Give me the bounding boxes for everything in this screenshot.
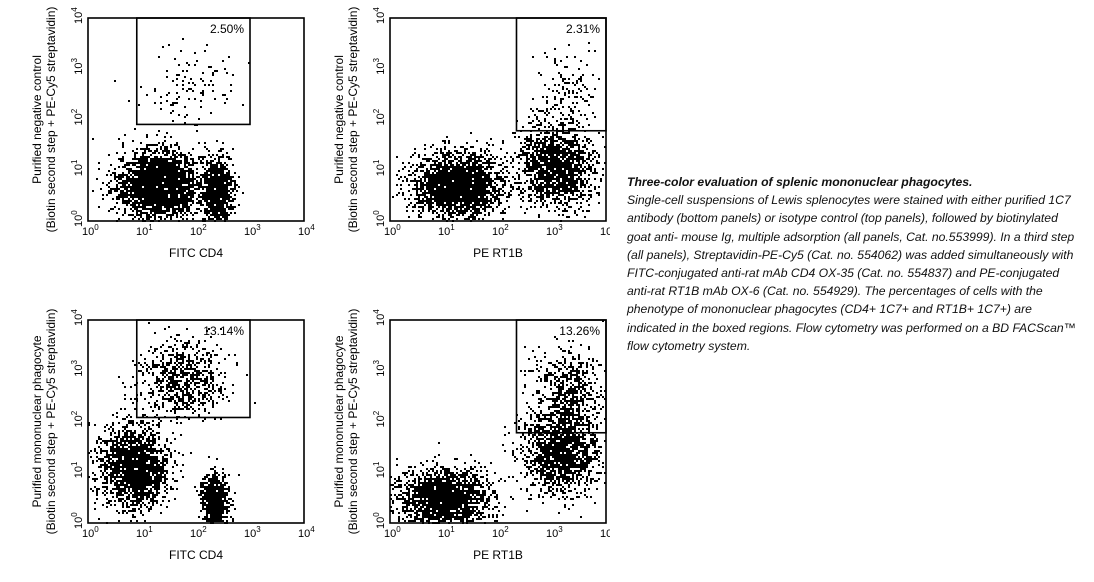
events-bottom-left <box>88 322 256 524</box>
gate-box-bottom-left <box>135 319 251 419</box>
event-dots-bottom-left <box>88 322 256 524</box>
y-tick-label: 103 <box>372 360 387 377</box>
y-tick-label: 101 <box>70 461 85 478</box>
x-axis-label: PE RT1B <box>473 548 523 562</box>
y-axis-label-line1: Purified negative control <box>30 55 44 184</box>
x-tick-label: 102 <box>492 525 509 540</box>
x-tick-label: 102 <box>492 223 509 238</box>
y-tick-label: 100 <box>372 512 387 529</box>
y-tick-label: 100 <box>372 210 387 227</box>
x-tick-label: 102 <box>190 525 207 540</box>
events-top-left <box>92 38 250 222</box>
gate-percent-label: 2.50% <box>210 22 244 36</box>
event-dots-top-left <box>92 38 250 222</box>
y-tick-label: 102 <box>70 410 85 427</box>
x-axis-label: FITC CD4 <box>169 246 223 260</box>
dot-plot-bottom-right: 13.26% 100 101 102 103 104 100 101 102 103 104 PE R… <box>332 309 617 562</box>
x-tick-label: 101 <box>136 525 153 540</box>
dot-plot-top-left: 2.50% 100 101 102 103 104 100 101 102 103 104 FITC … <box>30 7 315 260</box>
x-tick-label: 104 <box>298 223 315 238</box>
x-tick-label: 103 <box>546 223 563 238</box>
x-tick-label: 100 <box>82 525 99 540</box>
x-tick-label: 103 <box>244 223 261 238</box>
caption-body: Single-cell suspensions of Lewis splenoc… <box>627 193 1076 353</box>
figure-caption: Three-color evaluation of splenic mononu… <box>627 173 1077 355</box>
x-tick-label: 100 <box>384 223 401 238</box>
y-tick-label: 101 <box>70 159 85 176</box>
figure-area: 2.50% 100 101 102 103 104 100 101 102 103 104 FITC … <box>30 7 617 562</box>
gate-percent-label: 13.14% <box>203 324 244 338</box>
y-axis-label-line2: (Biotin second step + PE-Cy5 streptavidi… <box>346 7 360 233</box>
y-axis-label-line2: (Biotin second step + PE-Cy5 streptavidi… <box>346 309 360 535</box>
x-tick-label: 101 <box>438 525 455 540</box>
y-tick-label: 102 <box>70 108 85 125</box>
event-dots-top-right <box>392 42 606 222</box>
dot-plots-svg: 2.50% 100 101 102 103 104 100 101 102 103 104 FITC … <box>30 7 617 562</box>
y-tick-label: 104 <box>70 7 85 24</box>
gate-box-bottom-right <box>515 319 607 434</box>
y-axis-label-line1: Purified negative control <box>332 55 346 184</box>
y-tick-label: 104 <box>70 309 85 326</box>
caption-title: Three-color evaluation of splenic mononu… <box>627 175 973 189</box>
events-bottom-right <box>390 320 606 524</box>
x-tick-label: 100 <box>384 525 401 540</box>
event-dots-bottom-right <box>390 320 606 524</box>
y-tick-label: 103 <box>70 360 85 377</box>
gate-box-top-right <box>515 17 607 132</box>
y-tick-label: 103 <box>372 58 387 75</box>
x-tick-label: 103 <box>546 525 563 540</box>
y-tick-label: 101 <box>372 461 387 478</box>
gate-percent-label: 2.31% <box>566 22 600 36</box>
x-tick-label: 104 <box>600 525 610 540</box>
dot-plot-bottom-left: 13.14% 100 101 102 103 104 100 101 102 103 104 FITC… <box>30 309 315 562</box>
y-axis-label-line2: (Biotin second step + PE-Cy5 streptavidi… <box>44 309 58 535</box>
y-axis-label-line2: (Biotin second step + PE-Cy5 streptavidi… <box>44 7 58 233</box>
y-tick-label: 104 <box>372 309 387 326</box>
events-top-right <box>392 42 606 222</box>
y-axis-label-line1: Purified mononuclear phagocyte <box>30 335 44 507</box>
y-tick-label: 100 <box>70 210 85 227</box>
x-tick-label: 103 <box>244 525 261 540</box>
y-tick-label: 103 <box>70 58 85 75</box>
x-tick-label: 100 <box>82 223 99 238</box>
y-tick-label: 104 <box>372 7 387 24</box>
x-axis-label: PE RT1B <box>473 246 523 260</box>
x-tick-label: 104 <box>600 223 610 238</box>
x-tick-label: 101 <box>136 223 153 238</box>
y-tick-label: 100 <box>70 512 85 529</box>
x-tick-label: 104 <box>298 525 315 540</box>
y-axis-label-line1: Purified mononuclear phagocyte <box>332 335 346 507</box>
dot-plot-top-right: 2.31% 100 101 102 103 104 100 101 102 103 104 PE RT… <box>332 7 617 260</box>
x-tick-label: 101 <box>438 223 455 238</box>
gate-percent-label: 13.26% <box>559 324 600 338</box>
y-tick-label: 101 <box>372 159 387 176</box>
y-tick-label: 102 <box>372 410 387 427</box>
x-axis-label: FITC CD4 <box>169 548 223 562</box>
gate-box-top-left <box>135 17 251 126</box>
y-tick-label: 102 <box>372 108 387 125</box>
x-tick-label: 102 <box>190 223 207 238</box>
